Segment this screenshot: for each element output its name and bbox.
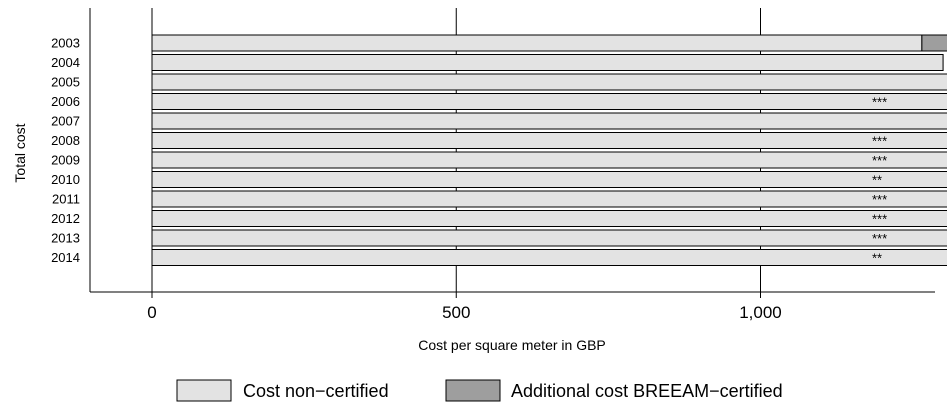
significance-2010: ** bbox=[872, 173, 882, 188]
x-tick-label: 1,000 bbox=[739, 303, 782, 322]
legend-label-0: Cost non−certified bbox=[243, 381, 389, 401]
legend-label-1: Additional cost BREEAM−certified bbox=[511, 381, 783, 401]
bar-non-certified-2013 bbox=[151, 229, 947, 247]
bar-additional-2003 bbox=[921, 34, 947, 52]
significance-2014: ** bbox=[872, 251, 882, 266]
significance-2009: *** bbox=[872, 153, 887, 168]
bar-non-certified-2014 bbox=[151, 249, 947, 266]
category-label-2004: 2004 bbox=[51, 55, 80, 70]
significance-2011: *** bbox=[872, 192, 887, 207]
bar-non-certified-2008 bbox=[151, 132, 947, 149]
x-tick-label: 500 bbox=[442, 303, 470, 322]
bar-non-certified-2011 bbox=[151, 190, 947, 208]
significance-2012: *** bbox=[872, 212, 887, 227]
category-label-2011: 2011 bbox=[52, 192, 80, 207]
category-label-2010: 2010 bbox=[51, 172, 80, 187]
category-label-2003: 2003 bbox=[51, 36, 80, 51]
bar-non-certified-2003 bbox=[151, 34, 923, 52]
legend-swatch-1 bbox=[445, 379, 501, 402]
y-axis-title: Total cost bbox=[12, 123, 28, 182]
bar-non-certified-2005 bbox=[151, 73, 947, 91]
legend-swatch-0 bbox=[176, 379, 232, 402]
significance-2008: *** bbox=[872, 134, 887, 149]
bars bbox=[151, 34, 947, 266]
category-label-2008: 2008 bbox=[51, 133, 80, 148]
bar-non-certified-2012 bbox=[151, 210, 947, 227]
significance-2013: *** bbox=[872, 231, 887, 246]
category-label-2014: 2014 bbox=[51, 250, 80, 265]
category-label-2006: 2006 bbox=[51, 94, 80, 109]
bar-non-certified-2006 bbox=[151, 93, 947, 110]
bar-non-certified-2010 bbox=[151, 171, 947, 188]
category-label-2012: 2012 bbox=[51, 211, 80, 226]
category-labels: 2003 2004 2005 2006 2007 2008 2009 2010 2011 2012… bbox=[51, 36, 80, 266]
category-label-2005: 2005 bbox=[51, 75, 80, 90]
category-label-2009: 2009 bbox=[51, 153, 80, 168]
category-label-2013: 2013 bbox=[51, 231, 80, 246]
significance-2006: *** bbox=[872, 95, 887, 110]
bar-non-certified-2009 bbox=[151, 151, 947, 169]
bar-non-certified-2004 bbox=[151, 54, 944, 71]
x-tick-label: 0 bbox=[147, 303, 156, 322]
category-label-2007: 2007 bbox=[51, 114, 80, 129]
legend: Cost non−certified Additional cost BREEAM… bbox=[176, 379, 783, 402]
significance-labels: ********************** bbox=[872, 95, 887, 266]
x-axis-title: Cost per square meter in GBP bbox=[418, 337, 606, 353]
bar-non-certified-2007 bbox=[151, 112, 947, 130]
